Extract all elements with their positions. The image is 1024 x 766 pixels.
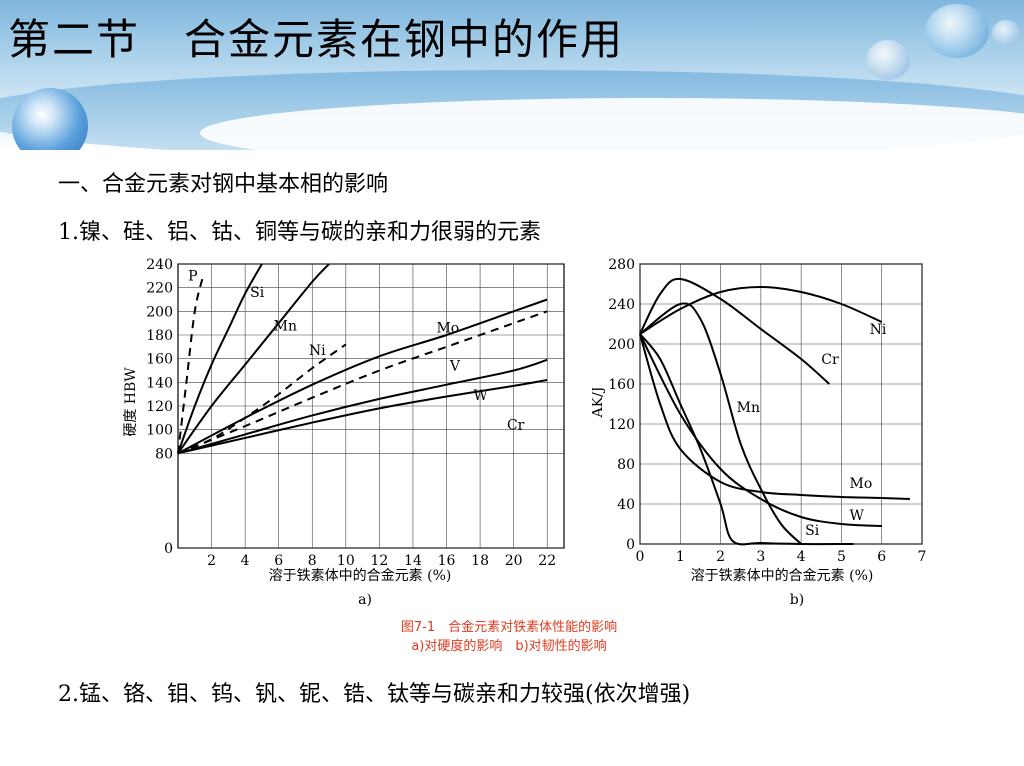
series-line-cr <box>639 277 831 385</box>
y-tick-label: 80 <box>617 457 635 473</box>
series-label-ni: Ni <box>309 343 326 359</box>
x-tick-label: 14 <box>404 553 422 569</box>
series-line-mn <box>177 263 330 454</box>
x-tick-label: 2 <box>207 553 216 569</box>
slide-header <box>0 0 1024 150</box>
series-line-w <box>639 333 882 527</box>
series-line-ni <box>177 343 347 455</box>
x-tick-label: 12 <box>370 553 388 569</box>
series-label-cr: Cr <box>507 418 525 434</box>
x-tick-label: 18 <box>471 553 489 569</box>
series-line-si <box>177 263 263 454</box>
chart-b-ylabel: AK/J <box>592 387 606 419</box>
series-label-cr: Cr <box>821 352 839 368</box>
y-tick-label: 240 <box>146 257 173 273</box>
x-tick-label: 4 <box>797 549 806 565</box>
y-tick-label: 160 <box>608 377 635 393</box>
y-tick-label: 280 <box>608 257 635 273</box>
x-tick-label: 0 <box>636 549 645 565</box>
chart-b-toughness: AK/J 溶于铁素体中的合金元素 (%) b) 0 1 2 3 4 5 6 7 0 40 80 120… <box>592 257 927 608</box>
series-line-v <box>177 310 548 455</box>
series-label-v: V <box>449 359 461 375</box>
series-line-mn <box>639 302 802 545</box>
x-tick-label: 6 <box>877 549 886 565</box>
y-tick-label: 0 <box>164 541 173 557</box>
decorative-sphere-small <box>866 40 910 80</box>
series-line-ni <box>639 285 883 335</box>
y-tick-label: 80 <box>155 446 173 462</box>
section-subheading: 一、合金元素对钢中基本相的影响 <box>58 172 389 197</box>
x-tick-label: 1 <box>676 549 685 565</box>
series-line-mo <box>177 298 548 455</box>
y-tick-label: 120 <box>146 399 173 415</box>
series-label-si: Si <box>805 523 820 539</box>
y-tick-label: 240 <box>608 297 635 313</box>
series-line-cr <box>177 378 548 455</box>
y-tick-label: 40 <box>617 497 635 513</box>
x-tick-label: 4 <box>241 553 250 569</box>
y-tick-label: 160 <box>146 352 173 368</box>
x-tick-label: 7 <box>918 549 927 565</box>
chart-a-hardness: 硬度 HBW 溶于铁素体中的合金元素 (%) a) 2 4 6 8 10 12 14 16 18… <box>123 257 565 608</box>
figure-subcaption: a)对硬度的影响 b)对韧性的影响 <box>411 639 607 654</box>
chart-a-panel-label: a) <box>358 592 372 608</box>
x-tick-label: 6 <box>274 553 283 569</box>
series-label-mo: Mo <box>849 476 872 492</box>
point-2-text: 2.锰、铬、钼、钨、钒、铌、锆、钛等与碳亲和力较强(依次增强) <box>58 682 691 707</box>
series-label-w: W <box>849 508 864 524</box>
y-tick-label: 200 <box>146 304 173 320</box>
x-tick-label: 10 <box>337 553 355 569</box>
series-label-mo: Mo <box>436 321 459 337</box>
series-line-si <box>639 333 854 546</box>
series-line-mo <box>639 333 910 500</box>
decorative-sphere-top-right <box>925 4 989 58</box>
point-1-text: 1.镍、硅、铝、钴、铜等与碳的亲和力很弱的元素 <box>58 220 541 245</box>
x-tick-label: 8 <box>308 553 317 569</box>
y-tick-label: 220 <box>146 281 173 297</box>
decorative-sphere-large <box>12 88 88 150</box>
y-tick-label: 200 <box>608 337 635 353</box>
y-tick-label: 100 <box>146 423 173 439</box>
x-tick-label: 3 <box>756 549 765 565</box>
x-tick-label: 16 <box>438 553 456 569</box>
series-label-si: Si <box>250 285 265 301</box>
series-label-mn: Mn <box>737 400 760 416</box>
x-tick-label: 22 <box>538 553 556 569</box>
series-label-ni: Ni <box>870 322 887 338</box>
chart-a-xlabel: 溶于铁素体中的合金元素 (%) <box>269 568 452 584</box>
y-tick-label: 120 <box>608 417 635 433</box>
decorative-sphere-tiny <box>992 20 1020 46</box>
x-tick-label: 5 <box>837 549 846 565</box>
chart-b-panel-label: b) <box>790 592 804 608</box>
y-tick-label: 0 <box>626 537 635 553</box>
series-line-p <box>177 275 205 454</box>
chart-b-xlabel: 溶于铁素体中的合金元素 (%) <box>691 568 874 584</box>
series-line-w <box>177 358 548 455</box>
y-tick-label: 140 <box>146 375 173 391</box>
chart-a-ylabel: 硬度 HBW <box>123 367 139 437</box>
slide-title: 第二节 合金元素在钢中的作用 <box>8 15 625 64</box>
chart-frame <box>639 263 923 545</box>
series-label-w: W <box>473 388 488 404</box>
x-tick-label: 2 <box>716 549 725 565</box>
series-label-mn: Mn <box>274 318 297 334</box>
x-tick-label: 20 <box>505 553 523 569</box>
series-label-p: P <box>188 269 197 285</box>
figure-background <box>120 252 935 614</box>
y-tick-label: 180 <box>146 328 173 344</box>
figure-caption: 图7-1 合金元素对铁素体性能的影响 <box>400 620 618 635</box>
